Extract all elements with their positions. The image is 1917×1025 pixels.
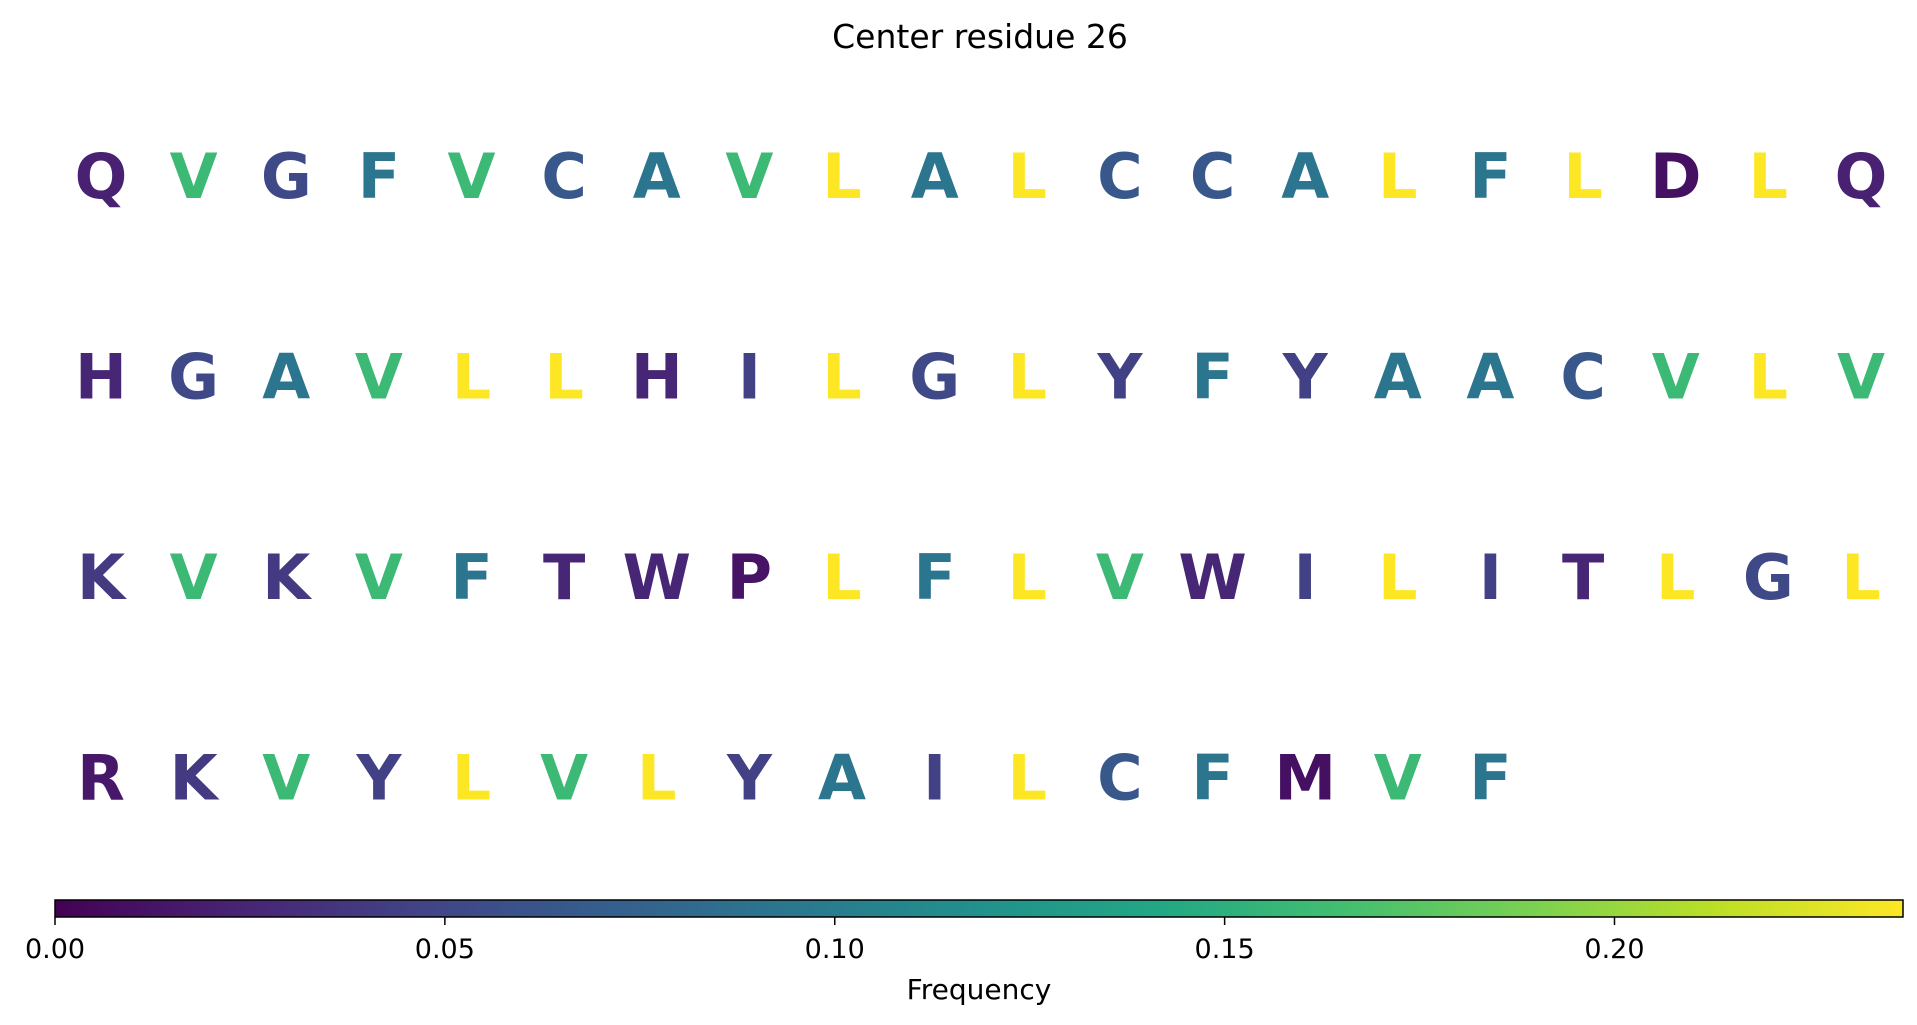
residue-letter: M — [1274, 742, 1336, 815]
residue-letter: R — [77, 742, 125, 815]
residue-letter: F — [1469, 140, 1511, 213]
residue-letter: L — [452, 341, 492, 414]
residue-letter: G — [1743, 541, 1794, 614]
residue-letter: T — [1562, 541, 1604, 614]
residue-letter: C — [541, 140, 587, 213]
colorbar-tick-label: 0.05 — [415, 934, 475, 965]
residue-letter: K — [77, 541, 127, 614]
residue-letter: F — [1191, 341, 1233, 414]
residue-letter: Q — [1835, 140, 1888, 213]
residue-letter: V — [355, 541, 403, 614]
residue-letter: L — [1563, 140, 1603, 213]
residue-letter: V — [262, 742, 310, 815]
residue-letter: Y — [1282, 341, 1329, 414]
chart-title: Center residue 26 — [832, 17, 1128, 56]
residue-letter: I — [923, 742, 946, 815]
residue-letter: Q — [75, 140, 128, 213]
residue-letter: V — [1652, 341, 1700, 414]
residue-letter: L — [1378, 140, 1418, 213]
residue-letter: H — [75, 341, 127, 414]
residue-letter: L — [452, 742, 492, 815]
residue-letter: G — [261, 140, 312, 213]
colorbar: 0.00 0.05 0.10 0.15 0.20 Frequency — [25, 899, 1904, 1006]
residue-letter: A — [911, 140, 959, 213]
residue-letter: L — [1008, 341, 1048, 414]
residue-letter: G — [909, 341, 960, 414]
colorbar-tick-label: 0.20 — [1584, 934, 1644, 965]
colorbar-tick-label: 0.15 — [1195, 934, 1255, 965]
residue-grid: Q V G F V C A V L A L C C A L F L D L QH G A V L L H I L G L Y F Y A A C V L V… — [75, 140, 1888, 815]
residue-letter: F — [1191, 742, 1233, 815]
residue-letter: K — [262, 541, 312, 614]
residue-letter: C — [1560, 341, 1606, 414]
residue-letter: L — [1841, 541, 1881, 614]
residue-letter: W — [623, 541, 691, 614]
residue-letter: V — [355, 341, 403, 414]
residue-letter: L — [822, 341, 862, 414]
residue-letter: Y — [1096, 341, 1143, 414]
residue-letter: K — [170, 742, 220, 815]
residue-letter: L — [544, 341, 584, 414]
residue-letter: Y — [726, 742, 773, 815]
residue-letter: F — [358, 140, 400, 213]
residue-letter: A — [818, 742, 866, 815]
colorbar-ticks: 0.00 0.05 0.10 0.15 0.20 — [25, 917, 1645, 965]
residue-letter: L — [1008, 140, 1048, 213]
residue-letter: V — [540, 742, 588, 815]
residue-letter: L — [1008, 541, 1048, 614]
colorbar-tick-label: 0.10 — [805, 934, 865, 965]
residue-letter: A — [1281, 140, 1329, 213]
residue-letter: L — [1378, 541, 1418, 614]
residue-letter: C — [1097, 742, 1143, 815]
residue-letter: L — [1749, 140, 1789, 213]
colorbar-gradient — [54, 899, 1904, 918]
residue-letter: D — [1650, 140, 1701, 213]
residue-letter: H — [631, 341, 683, 414]
colorbar-tick-label: 0.00 — [25, 934, 85, 965]
residue-letter: C — [1097, 140, 1143, 213]
residue-letter: V — [448, 140, 496, 213]
residue-letter: A — [262, 341, 310, 414]
residue-letter: L — [1749, 341, 1789, 414]
residue-letter: I — [1479, 541, 1502, 614]
residue-letter: L — [1008, 742, 1048, 815]
residue-letter: V — [1837, 341, 1885, 414]
residue-letter: V — [170, 140, 218, 213]
residue-letter: A — [1374, 341, 1422, 414]
residue-letter: V — [170, 541, 218, 614]
residue-letter: I — [738, 341, 761, 414]
residue-letter: G — [168, 341, 219, 414]
residue-letter: L — [822, 541, 862, 614]
residue-letter: V — [1096, 541, 1144, 614]
residue-letter: P — [727, 541, 772, 614]
residue-letter: V — [1374, 742, 1422, 815]
residue-letter: F — [450, 541, 492, 614]
residue-letter: A — [633, 140, 681, 213]
residue-letter: L — [822, 140, 862, 213]
residue-letter: C — [1190, 140, 1236, 213]
residue-letter: F — [914, 541, 956, 614]
residue-letter: F — [1469, 742, 1511, 815]
residue-letter: V — [725, 140, 773, 213]
residue-letter: L — [1656, 541, 1696, 614]
residue-letter: L — [637, 742, 677, 815]
colorbar-label: Frequency — [907, 973, 1052, 1006]
residue-letter: W — [1178, 541, 1246, 614]
residue-letter: T — [543, 541, 585, 614]
residue-letter: A — [1466, 341, 1514, 414]
residue-letter: I — [1294, 541, 1317, 614]
residue-letter: Y — [355, 742, 402, 815]
